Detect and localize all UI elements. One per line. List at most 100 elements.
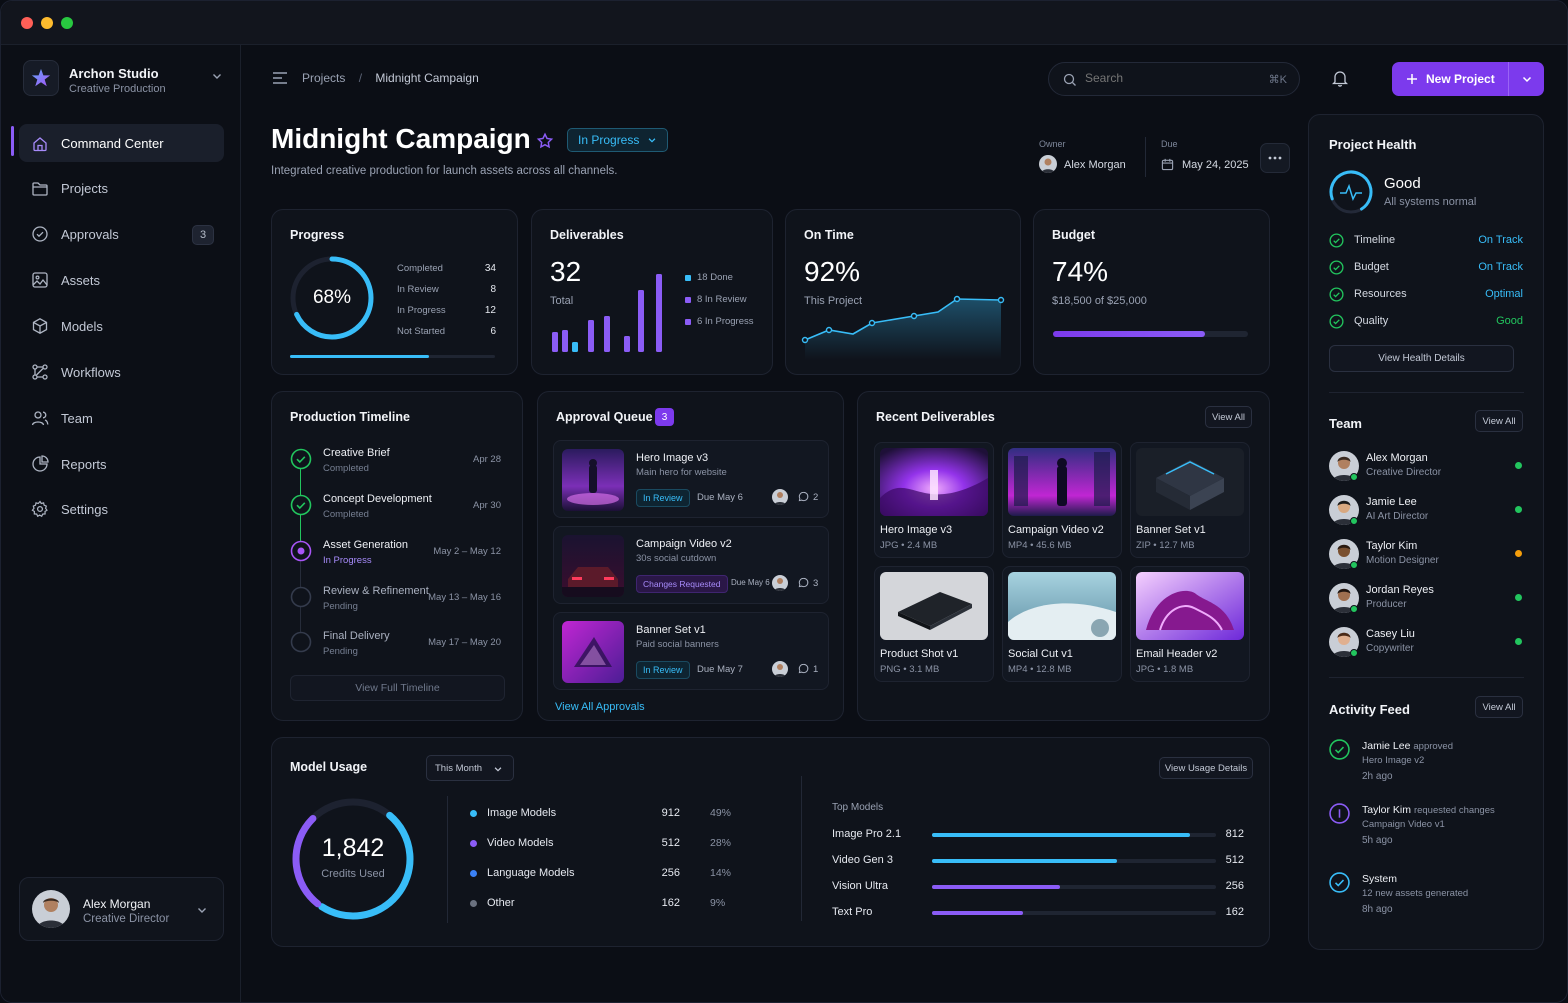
legend-label: 18 Done: [697, 272, 733, 283]
check-circle-icon: [1329, 260, 1344, 275]
deliverable-tile[interactable]: Social Cut v1 MP4 • 12.8 MB: [1002, 566, 1122, 682]
alert-circle-icon: [1329, 803, 1350, 824]
legend-label: 6 In Progress: [697, 316, 754, 327]
top-model-label: Image Pro 2.1: [832, 828, 902, 840]
usage-label: Language Models: [487, 867, 575, 879]
top-model-value: 812: [1225, 828, 1244, 840]
sidebar-item-label: Models: [61, 318, 103, 334]
top-model-bar-fill: [932, 911, 1023, 915]
check-circle-icon: [1329, 287, 1344, 302]
new-project-dropdown[interactable]: [1508, 62, 1544, 96]
deliverables-title: Deliverables: [550, 228, 624, 242]
ontime-sparkline: [801, 295, 1005, 360]
due-label: Due: [1161, 139, 1178, 149]
timeline-step-status: Completed: [323, 463, 369, 474]
usage-label: Other: [487, 897, 515, 909]
view-all-approvals-link[interactable]: View All Approvals: [555, 701, 645, 713]
more-options-button[interactable]: [1260, 143, 1290, 173]
sidebar-item-command-center[interactable]: Command Center: [19, 124, 224, 162]
team-member-name: Alex Morgan: [1366, 452, 1428, 464]
deliverable-tile[interactable]: Hero Image v3 JPG • 2.4 MB: [874, 442, 994, 558]
deliverable-meta: ZIP • 12.7 MB: [1136, 540, 1195, 551]
check-circle-icon: [1329, 314, 1344, 329]
deliverables-bar: [656, 274, 662, 352]
deliverable-tile[interactable]: Banner Set v1 ZIP • 12.7 MB: [1130, 442, 1250, 558]
sidebar-item-workflows[interactable]: Workflows: [19, 353, 224, 391]
sidebar-item-reports[interactable]: Reports: [19, 445, 224, 483]
legend-swatch: [685, 319, 691, 325]
status-dropdown[interactable]: In Progress: [567, 128, 669, 152]
search-shortcut: ⌘K: [1268, 74, 1287, 86]
user-name: Alex Morgan: [83, 897, 151, 911]
timeline-step-name: Final Delivery: [323, 630, 390, 642]
view-usage-details-button[interactable]: View Usage Details: [1159, 757, 1253, 779]
health-row-label: Timeline: [1354, 234, 1396, 246]
approval-item[interactable]: Banner Set v1 Paid social banners In Revie…: [553, 612, 829, 690]
progress-row-value: 8: [490, 284, 496, 295]
top-model-bar-fill: [932, 885, 1060, 889]
avatar: [1039, 155, 1057, 173]
top-model-bar: [932, 911, 1216, 915]
comment-count: 2: [813, 492, 819, 503]
new-project-button[interactable]: New Project: [1392, 62, 1544, 96]
sidebar-item-settings[interactable]: Settings: [19, 490, 224, 528]
approval-name: Campaign Video v2: [636, 538, 732, 550]
view-full-timeline-button[interactable]: View Full Timeline: [290, 675, 505, 701]
user-menu[interactable]: Alex Morgan Creative Director: [19, 877, 224, 941]
due-date: May 24, 2025: [1182, 159, 1249, 171]
deliverable-name: Social Cut v1: [1008, 648, 1073, 660]
team-member-role: Motion Designer: [1366, 555, 1439, 566]
activity-actor: System: [1362, 873, 1398, 885]
deliverable-tile[interactable]: Product Shot v1 PNG • 3.1 MB: [874, 566, 994, 682]
timeline-step-icon: [290, 631, 312, 653]
breadcrumb-projects[interactable]: Projects: [302, 71, 346, 85]
status-dot: [1515, 594, 1522, 601]
workflow-icon: [31, 363, 49, 381]
health-row-value: On Track: [1478, 261, 1523, 273]
approval-status-badge: In Review: [636, 489, 690, 507]
view-all-activity-button[interactable]: View All: [1475, 696, 1523, 718]
sidebar-item-team[interactable]: Team: [19, 399, 224, 437]
activity-target: Hero Image v2: [1362, 755, 1425, 766]
legend-swatch: [685, 275, 691, 281]
view-all-team-button[interactable]: View All: [1475, 410, 1523, 432]
page-title: Midnight Campaign: [271, 123, 531, 154]
deliverable-tile[interactable]: Campaign Video v2 MP4 • 45.6 MB: [1002, 442, 1122, 558]
timeline-step-icon: [290, 494, 312, 516]
home-icon: [31, 134, 49, 152]
top-model-bar-fill: [932, 833, 1191, 837]
timeline-card: Production Timeline View Full Timeline C…: [271, 391, 523, 721]
period-select[interactable]: This Month: [426, 755, 514, 781]
star-icon[interactable]: [536, 132, 554, 150]
minimize-window-button[interactable]: [41, 17, 53, 29]
legend-label: 8 In Review: [697, 294, 747, 305]
zoom-window-button[interactable]: [61, 17, 73, 29]
budget-card: Budget 74% $18,500 of $25,000: [1033, 209, 1270, 375]
close-window-button[interactable]: [21, 17, 33, 29]
approval-name: Hero Image v3: [636, 452, 709, 464]
sidebar-item-approvals[interactable]: Approvals 3: [19, 215, 224, 253]
search-input[interactable]: [1085, 71, 1245, 85]
approval-count-badge: 3: [655, 408, 674, 426]
activity-text: System: [1362, 873, 1397, 885]
donut-segment-0: [292, 798, 414, 920]
usage-value: 256: [661, 867, 680, 879]
deliverable-thumbnail: [1136, 572, 1244, 640]
workspace-subtitle: Creative Production: [69, 83, 166, 95]
deliverables-bar: [562, 330, 568, 352]
view-all-deliverables-button[interactable]: View All: [1205, 406, 1252, 428]
sidebar-item-projects[interactable]: Projects: [19, 169, 224, 207]
view-health-details-button[interactable]: View Health Details: [1329, 345, 1514, 372]
sidebar-item-assets[interactable]: Assets: [19, 261, 224, 299]
bell-icon[interactable]: [1332, 70, 1348, 87]
sidebar-item-models[interactable]: Models: [19, 307, 224, 345]
timeline-step-name: Asset Generation: [323, 539, 408, 551]
menu-toggle-icon[interactable]: [272, 71, 288, 85]
deliverable-tile[interactable]: Email Header v2 JPG • 1.8 MB: [1130, 566, 1250, 682]
deliverables-bar-chart: [552, 274, 662, 352]
approval-item[interactable]: Campaign Video v2 30s social cutdown Chang…: [553, 526, 829, 604]
approval-item[interactable]: Hero Image v3 Main hero for website In Rev…: [553, 440, 829, 518]
progress-card: Progress 68% Completed 34 In Review 8 In Pro…: [271, 209, 518, 375]
workspace-switcher[interactable]: Archon Studio Creative Production: [23, 60, 223, 100]
search-box[interactable]: ⌘K: [1048, 62, 1300, 96]
